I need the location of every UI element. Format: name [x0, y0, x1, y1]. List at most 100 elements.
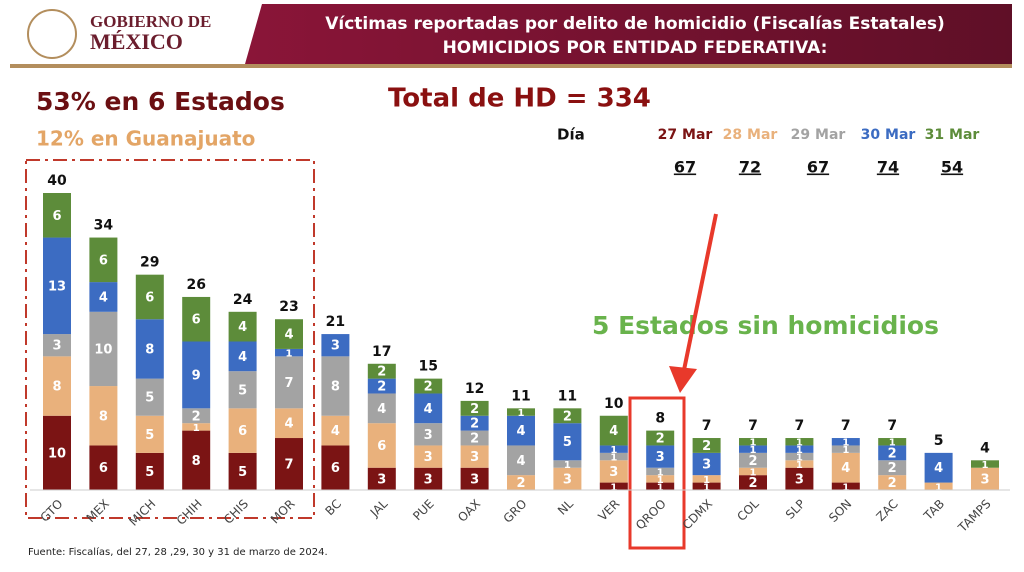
bar-segment [646, 482, 675, 490]
bar-segment [553, 467, 582, 490]
bar-segment [646, 475, 675, 483]
bar-segment [414, 423, 443, 446]
bar-segment [460, 467, 489, 490]
bar-segment [553, 423, 582, 461]
bar-segment [831, 438, 860, 446]
segment-label: 2 [748, 476, 757, 491]
bar-segment [599, 460, 628, 483]
bar-total: 7 [795, 418, 805, 434]
bar-segment [275, 356, 303, 409]
logo-line2: MÉXICO [90, 29, 183, 54]
segment-label: 4 [516, 454, 525, 469]
bar-segment [971, 460, 999, 468]
segment-label: 1 [796, 453, 803, 464]
bar-segment [228, 341, 257, 372]
bar-segment [228, 311, 257, 342]
header-rule [10, 64, 1012, 68]
bar-segment [831, 482, 860, 490]
bar-segment [135, 274, 164, 320]
bar-segment [321, 445, 350, 490]
bar-segment [321, 334, 350, 357]
bar-segment [739, 445, 767, 453]
segment-label: 7 [284, 376, 293, 391]
bar-segment [785, 460, 814, 468]
day-total: 67 [674, 158, 696, 177]
segment-label: 4 [424, 402, 433, 417]
bar-segment [228, 408, 257, 453]
segment-label: 3 [609, 465, 618, 480]
share-six: 53% en 6 Estados [36, 87, 285, 116]
bar-segment [367, 363, 396, 379]
segment-label: 6 [99, 253, 108, 268]
bar-segment [135, 378, 164, 416]
segment-label: 1 [657, 467, 664, 478]
segment-label: 4 [284, 417, 293, 432]
bar-segment [182, 408, 211, 424]
segment-label: 3 [980, 472, 989, 487]
bar-segment [89, 311, 118, 387]
bar-segment [785, 452, 814, 461]
bar-segment [553, 408, 582, 424]
segment-label: 4 [238, 320, 247, 335]
bar-segment [460, 400, 489, 416]
bar-segment [275, 348, 303, 357]
bar-total: 40 [47, 173, 67, 189]
segment-label: 4 [377, 402, 386, 417]
bar-segment [599, 452, 628, 461]
segment-label: 5 [145, 465, 154, 480]
segment-label: 2 [470, 417, 479, 432]
bar-total: 7 [702, 418, 712, 434]
segment-label: 2 [888, 446, 897, 461]
segment-label: 1 [610, 482, 617, 493]
bar-segment [367, 378, 396, 394]
arrow-shaft [682, 213, 718, 371]
bar-segment [553, 460, 582, 468]
bar-segment [89, 386, 118, 446]
segment-label: 1 [610, 453, 617, 464]
legend-date: 30 Mar [861, 127, 916, 143]
day-total: 72 [739, 158, 761, 177]
bar-segment [599, 445, 628, 453]
segment-label: 2 [656, 432, 665, 447]
segment-label: 1 [750, 445, 757, 456]
bar-total: 7 [841, 418, 851, 434]
bar-segment [43, 193, 71, 238]
segment-label: 2 [516, 476, 525, 491]
bar-segment [646, 467, 675, 476]
segment-label: 3 [424, 428, 433, 443]
bar-total: 26 [186, 277, 205, 293]
bar-total: 11 [558, 388, 577, 404]
segment-label: 2 [702, 439, 711, 454]
bar-segment [182, 430, 211, 490]
footnote: Fuente: Fiscalías, del 27, 28 ,29, 30 y … [28, 546, 328, 558]
segment-label: 4 [934, 461, 943, 476]
segment-label: 6 [145, 290, 154, 305]
segment-label: 6 [331, 461, 340, 476]
bar-segment [507, 475, 535, 490]
segment-label: 4 [516, 424, 525, 439]
bar-segment [739, 467, 767, 476]
share-gto: 12% en Guanajuato [36, 127, 255, 151]
segment-label: 3 [702, 458, 711, 473]
bar-segment [739, 438, 767, 446]
bar-segment [367, 423, 396, 468]
bar-segment [43, 356, 71, 416]
segment-label: 2 [563, 409, 572, 424]
bar-segment [321, 415, 350, 446]
segment-label: 4 [99, 290, 108, 305]
bar-segment [275, 408, 303, 439]
segment-label: 2 [377, 365, 386, 380]
segment-label: 1 [286, 349, 293, 360]
header-band [245, 4, 1012, 64]
segment-label: 1 [842, 445, 849, 456]
segment-label: 5 [563, 435, 572, 450]
bar-segment [692, 482, 721, 490]
bar-segment [182, 341, 211, 409]
bar-segment [43, 334, 71, 357]
segment-label: 3 [656, 450, 665, 465]
bar-segment [89, 445, 118, 490]
bar-segment [785, 467, 814, 490]
bar-total: 8 [655, 411, 665, 427]
chart-subtitle: HOMICIDIOS POR ENTIDAD FEDERATIVA: [443, 38, 828, 58]
segment-label: 8 [99, 409, 108, 424]
